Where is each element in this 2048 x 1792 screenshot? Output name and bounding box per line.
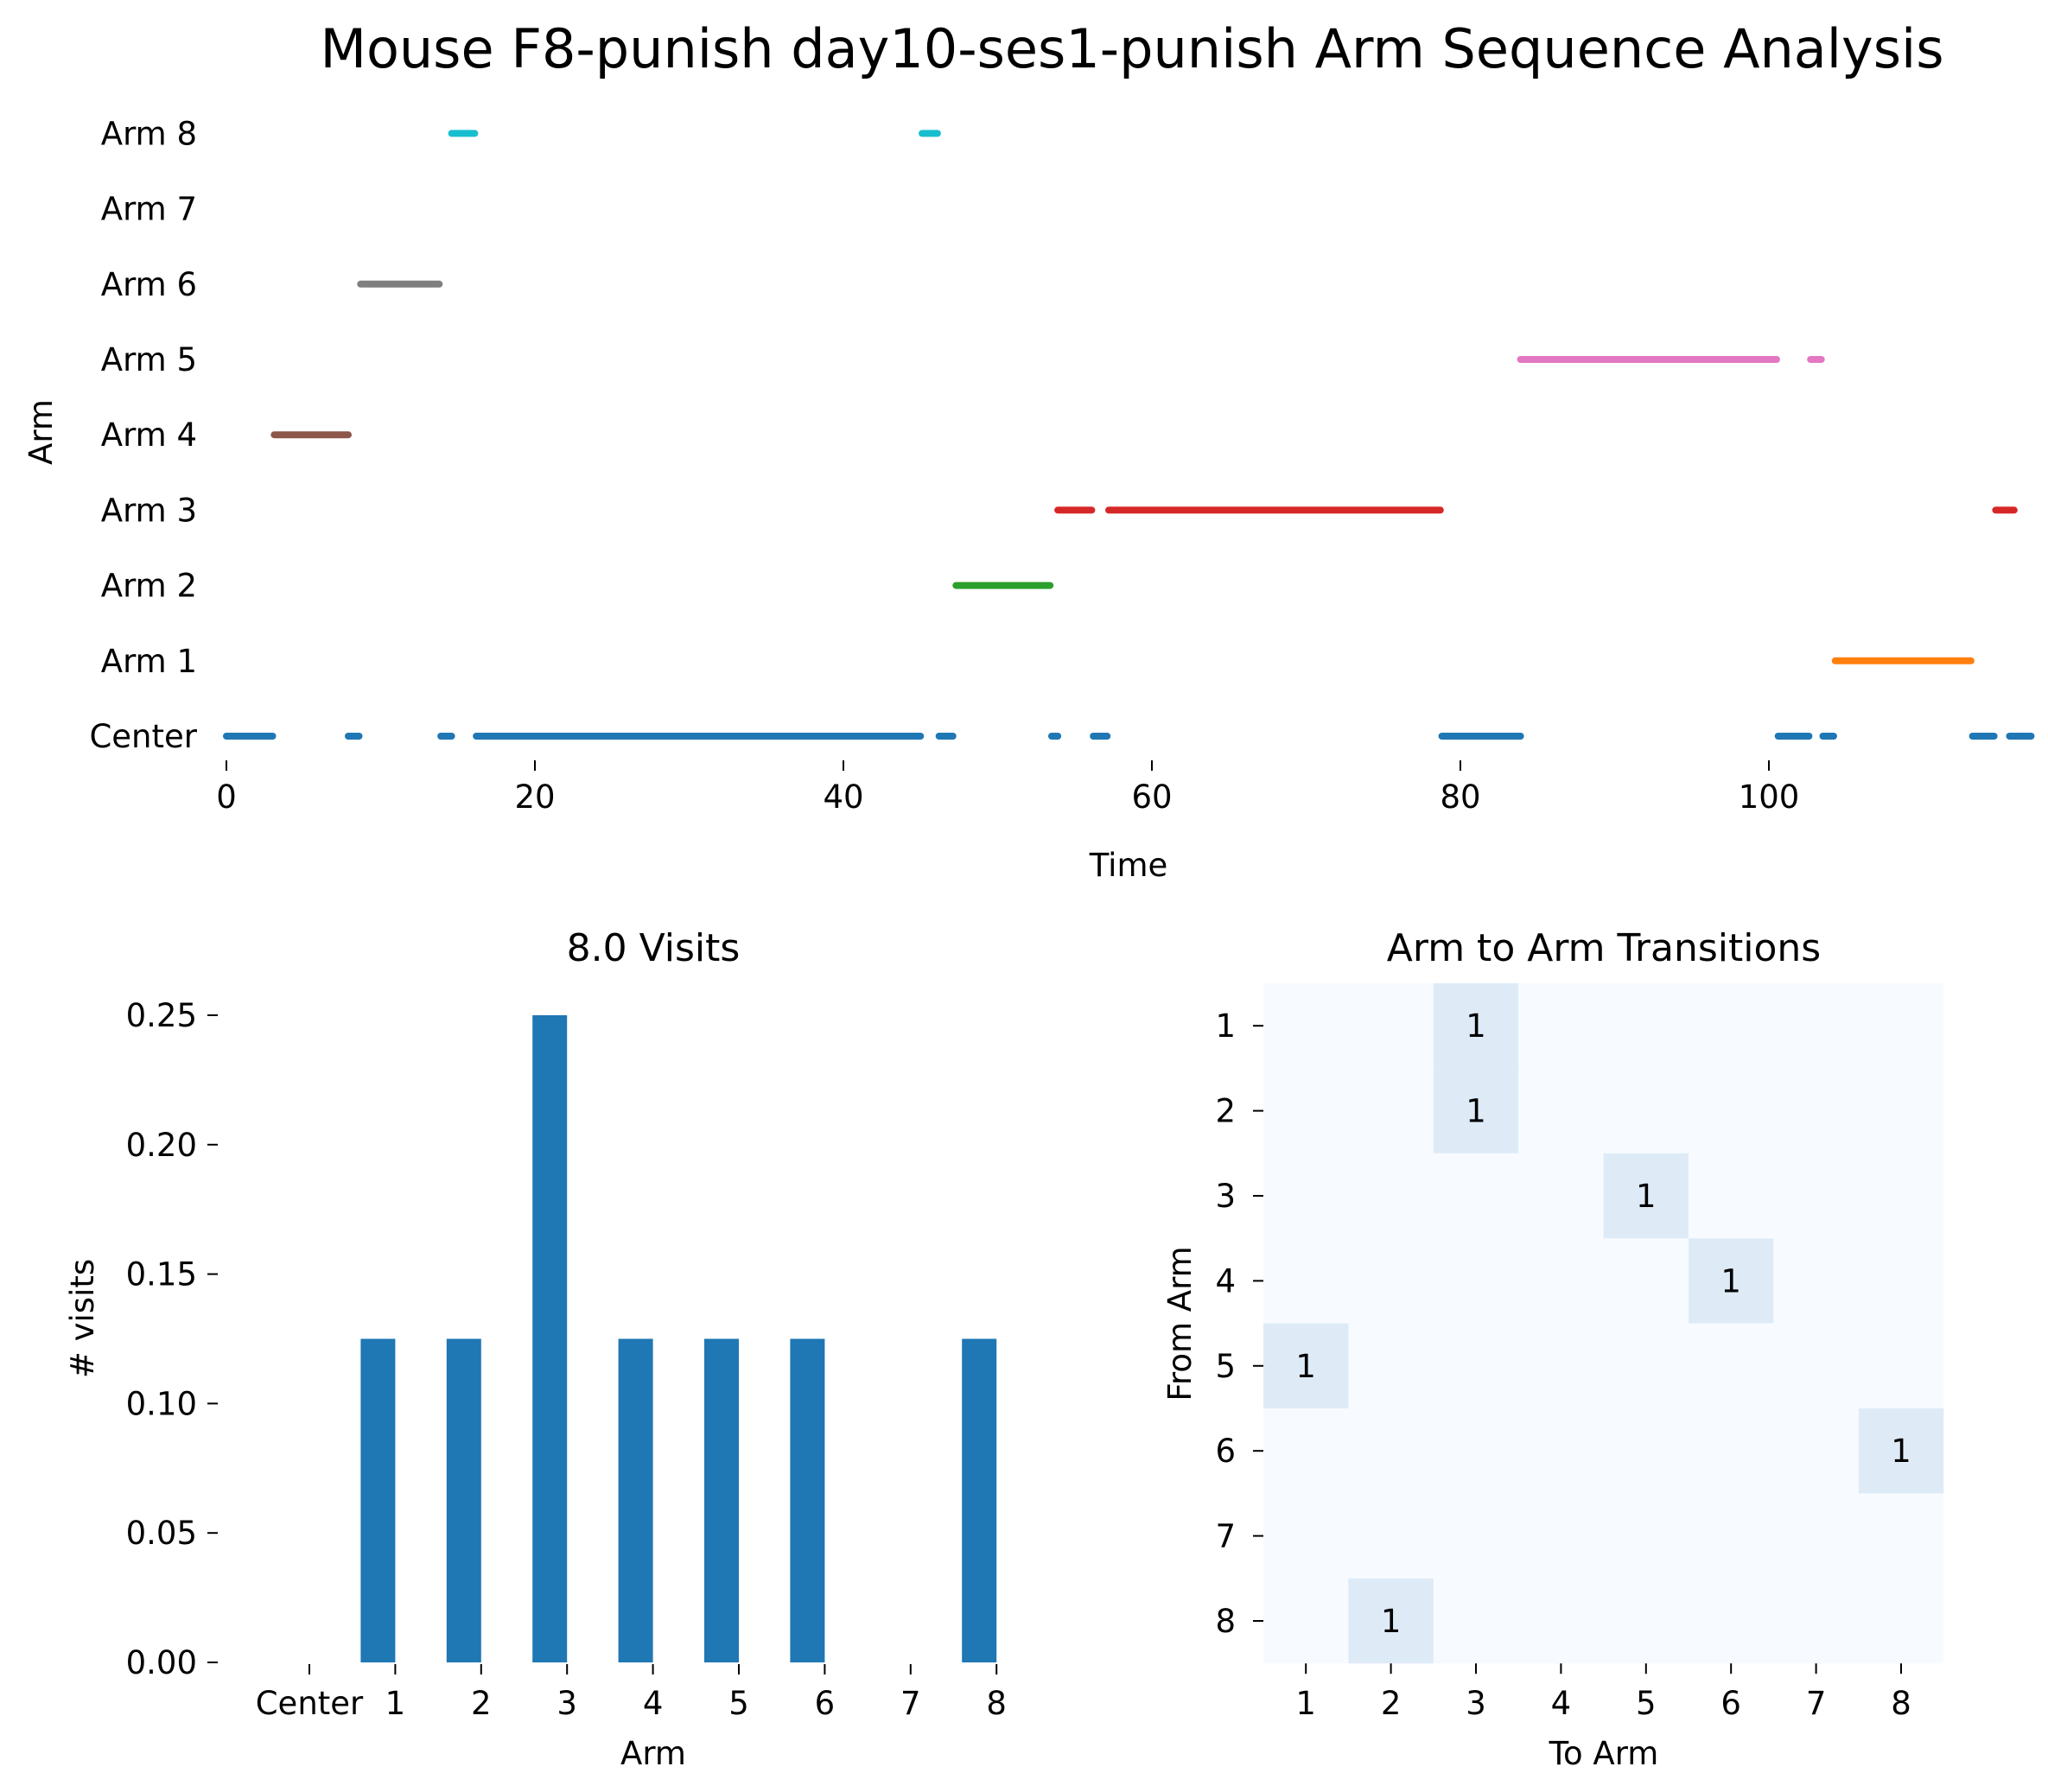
timeline-y-tick-arm-5: Arm 5 (101, 341, 197, 378)
timeline-x-tick-label: 60 (1131, 778, 1172, 816)
visits-bar-4 (618, 1338, 653, 1662)
heatmap-x-tick-label: 3 (1466, 1685, 1486, 1722)
arm-sequence-timeline: Center Arm 1 Arm 2 Arm 3 Arm 4 Arm 5 Arm 6 Arm … (22, 115, 2035, 884)
visits-y-tick-label: 0.15 (126, 1256, 197, 1293)
heatmap-cell-value: 1 (1466, 1007, 1486, 1045)
heatmap-x-tick-label: 7 (1806, 1685, 1827, 1722)
transitions-chart-title: Arm to Arm Transitions (1387, 926, 1821, 970)
heatmap-x-tick-label: 4 (1551, 1685, 1572, 1722)
heatmap-x-tick-label: 1 (1295, 1685, 1316, 1722)
visits-chart-title: 8.0 Visits (567, 926, 741, 970)
page-title: Mouse F8-punish day10-ses1-punish Arm Se… (320, 17, 1943, 80)
heatmap-cell-6-to-8 (1858, 1408, 1944, 1494)
timeline-segments (223, 130, 2035, 740)
visits-bar-1 (360, 1338, 396, 1662)
visits-y-tick-label: 0.05 (126, 1515, 197, 1552)
timeline-y-tick-arm-7: Arm 7 (101, 191, 197, 228)
heatmap-cell-value: 1 (1720, 1262, 1741, 1300)
heatmap-cell-value: 1 (1636, 1178, 1657, 1215)
timeline-x-tick-label: 0 (216, 778, 237, 816)
timeline-y-tick-center: Center (89, 718, 197, 755)
heatmap-y-tick-label: 4 (1215, 1262, 1236, 1300)
visits-bar-2 (446, 1338, 481, 1662)
visits-x-tick-label: 1 (385, 1685, 406, 1722)
heatmap-cell-value: 1 (1891, 1433, 1911, 1470)
visits-y-axis: 0.00 0.05 0.10 0.15 0.20 0.25 (126, 997, 218, 1681)
heatmap-cell-1-to-3 (1433, 983, 1519, 1069)
visits-bar-8 (962, 1338, 997, 1662)
heatmap-x-tick-label: 5 (1636, 1685, 1657, 1722)
heatmap-cell-2-to-3 (1433, 1068, 1519, 1153)
heatmap-y-tick-label: 6 (1215, 1433, 1236, 1470)
visits-x-tick-label: 4 (643, 1685, 664, 1722)
heatmap-y-tick-label: 7 (1215, 1518, 1236, 1555)
heatmap-background (1263, 983, 1944, 1664)
timeline-x-tick-label: 40 (823, 778, 863, 816)
visits-y-tick-label: 0.10 (126, 1385, 197, 1422)
visits-x-tick-label: Center (256, 1685, 364, 1722)
heatmap-cells: 1 1 1 1 1 1 1 (1263, 983, 1944, 1664)
visits-x-tick-label: 6 (815, 1685, 836, 1722)
heatmap-cell-4-to-6 (1689, 1238, 1774, 1324)
heatmap-y-axis-label: From Arm (1161, 1246, 1199, 1401)
heatmap-x-tick-label: 6 (1720, 1685, 1741, 1722)
heatmap-y-tick-label: 3 (1215, 1178, 1236, 1215)
visits-y-tick-label: 0.00 (126, 1644, 197, 1681)
heatmap-y-axis: 1 2 3 4 5 6 7 8 (1215, 1007, 1263, 1640)
heatmap-cell-value: 1 (1381, 1603, 1402, 1640)
heatmap-y-tick-label: 8 (1215, 1603, 1236, 1640)
visits-x-tick-label: 5 (728, 1685, 749, 1722)
visits-x-tick-label: 8 (986, 1685, 1007, 1722)
visits-x-axis: Center 1 2 3 4 5 6 7 8 (256, 1664, 1007, 1722)
heatmap-cell-8-to-2 (1348, 1578, 1434, 1664)
timeline-y-tick-arm-1: Arm 1 (101, 643, 197, 680)
heatmap-x-axis: 1 2 3 4 5 6 7 8 (1295, 1663, 1911, 1722)
visits-x-tick-label: 3 (557, 1685, 577, 1722)
timeline-y-tick-arm-2: Arm 2 (101, 568, 197, 605)
timeline-y-tick-arm-8: Arm 8 (101, 115, 197, 152)
visits-x-axis-label: Arm (620, 1735, 686, 1772)
visits-x-tick-label: 2 (471, 1685, 492, 1722)
timeline-y-axis-label: Arm (22, 399, 60, 465)
timeline-y-tick-arm-4: Arm 4 (101, 416, 197, 454)
timeline-x-tick-label: 80 (1440, 778, 1480, 816)
visits-bar-3 (532, 1015, 568, 1662)
timeline-y-tick-labels: Center Arm 1 Arm 2 Arm 3 Arm 4 Arm 5 Arm 6 Arm … (89, 115, 197, 755)
visits-histogram: 8.0 Visits 0.00 0.05 0.10 0.15 0.20 0.25 Cent… (64, 926, 1007, 1772)
heatmap-y-tick-label: 5 (1215, 1348, 1236, 1385)
heatmap-cell-3-to-5 (1603, 1153, 1689, 1239)
timeline-x-axis-label: Time (1089, 847, 1168, 884)
heatmap-y-tick-label: 1 (1215, 1007, 1236, 1045)
timeline-x-tick-label: 20 (514, 778, 555, 816)
visits-y-tick-label: 0.25 (126, 997, 197, 1034)
visits-bar-6 (790, 1338, 825, 1662)
heatmap-y-tick-label: 2 (1215, 1093, 1236, 1130)
heatmap-cell-value: 1 (1295, 1348, 1316, 1385)
heatmap-cell-5-to-1 (1263, 1323, 1349, 1408)
visits-y-tick-label: 0.20 (126, 1127, 197, 1164)
visits-bars (360, 1015, 997, 1662)
heatmap-x-tick-label: 2 (1381, 1685, 1402, 1722)
timeline-x-axis: 0 20 40 60 80 100 (216, 760, 1799, 816)
heatmap-cell-value: 1 (1466, 1093, 1486, 1130)
heatmap-x-axis-label: To Arm (1549, 1735, 1659, 1772)
timeline-y-tick-arm-3: Arm 3 (101, 492, 197, 529)
heatmap-x-tick-label: 8 (1891, 1685, 1911, 1722)
timeline-x-tick-label: 100 (1739, 778, 1800, 816)
timeline-y-tick-arm-6: Arm 6 (101, 266, 197, 303)
visits-x-tick-label: 7 (900, 1685, 921, 1722)
visits-bar-5 (704, 1338, 739, 1662)
visits-y-axis-label: # visits (64, 1259, 101, 1378)
